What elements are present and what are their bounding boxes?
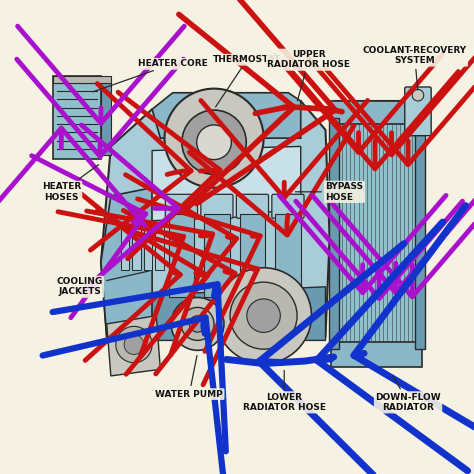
FancyBboxPatch shape <box>53 76 111 83</box>
FancyBboxPatch shape <box>275 214 301 297</box>
Text: UPPER
RADIATOR HOSE: UPPER RADIATOR HOSE <box>267 50 350 101</box>
FancyBboxPatch shape <box>415 118 425 349</box>
Circle shape <box>412 90 424 101</box>
Text: WATER PUMP: WATER PUMP <box>155 356 223 399</box>
Circle shape <box>181 308 214 340</box>
FancyBboxPatch shape <box>132 225 141 270</box>
Circle shape <box>216 268 311 364</box>
FancyBboxPatch shape <box>331 101 422 124</box>
Circle shape <box>230 282 297 349</box>
Polygon shape <box>152 93 301 138</box>
Text: LOWER
RADIATOR HOSE: LOWER RADIATOR HOSE <box>243 371 326 412</box>
FancyBboxPatch shape <box>329 118 339 349</box>
Circle shape <box>124 335 144 355</box>
FancyBboxPatch shape <box>144 225 152 270</box>
Text: COOLING
JACKETS: COOLING JACKETS <box>56 271 149 296</box>
FancyBboxPatch shape <box>331 342 422 367</box>
Text: DOWN-FLOW
RADIATOR: DOWN-FLOW RADIATOR <box>375 376 441 412</box>
Polygon shape <box>107 316 160 376</box>
Polygon shape <box>101 188 152 336</box>
Circle shape <box>197 125 231 160</box>
Polygon shape <box>152 287 326 340</box>
Circle shape <box>182 110 246 174</box>
Text: HEATER CORE: HEATER CORE <box>93 59 208 92</box>
FancyBboxPatch shape <box>204 214 230 297</box>
FancyBboxPatch shape <box>201 194 233 218</box>
Circle shape <box>116 327 152 363</box>
Text: COOLANT-RECOVERY
SYSTEM: COOLANT-RECOVERY SYSTEM <box>363 46 467 90</box>
FancyBboxPatch shape <box>121 225 129 270</box>
Polygon shape <box>101 101 329 336</box>
Text: BYPASS
HOSE: BYPASS HOSE <box>295 182 364 201</box>
Text: HEATER
HOSES: HEATER HOSES <box>42 164 99 201</box>
Circle shape <box>189 316 206 332</box>
FancyBboxPatch shape <box>169 214 194 297</box>
FancyBboxPatch shape <box>336 101 418 365</box>
Circle shape <box>247 299 280 332</box>
Circle shape <box>164 89 264 188</box>
FancyBboxPatch shape <box>155 225 164 270</box>
FancyBboxPatch shape <box>405 87 431 136</box>
FancyBboxPatch shape <box>240 214 265 297</box>
FancyBboxPatch shape <box>53 76 101 159</box>
FancyBboxPatch shape <box>237 194 269 218</box>
FancyBboxPatch shape <box>101 81 111 155</box>
Polygon shape <box>152 146 301 221</box>
Text: THERMOSTAT: THERMOSTAT <box>213 55 281 107</box>
FancyBboxPatch shape <box>272 194 304 218</box>
FancyBboxPatch shape <box>165 194 198 218</box>
Circle shape <box>171 298 224 350</box>
